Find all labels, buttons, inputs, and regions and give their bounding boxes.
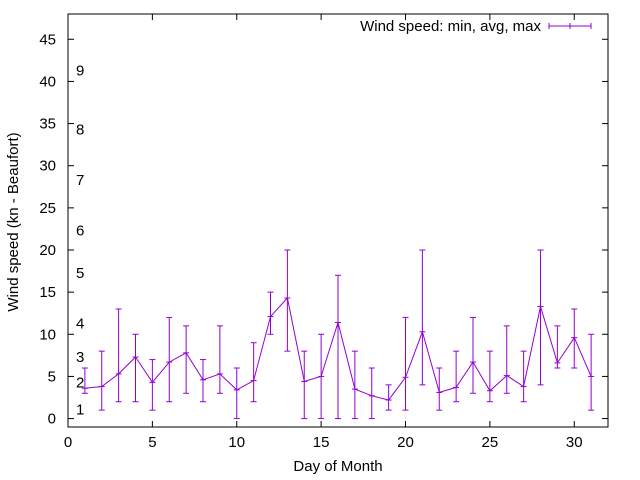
error-bar-day-20 [402,316,409,411]
y-tick-label: 10 [39,326,56,343]
y-axis-label: Wind speed (kn - Beaufort) [5,132,22,311]
y-tick-label: 35 [39,116,56,133]
x-axis-label: Day of Month [293,458,382,475]
error-bar-day-12 [267,291,274,335]
error-bar-day-28 [537,249,544,386]
error-bar-day-27 [520,350,527,403]
error-bar-day-5 [149,359,156,411]
beaufort-labels: 1 2 3 4 5 6 7 8 9 [76,62,84,418]
error-bar-day-25 [486,350,493,403]
error-bar-day-29 [554,325,561,369]
y-tick-label: 45 [39,31,56,48]
error-bar-day-16 [335,274,341,420]
y-tick-label: 15 [39,284,56,301]
error-bar-day-31 [588,333,595,411]
error-bar-day-24 [470,316,476,394]
legend-label: Wind speed: min, avg, max [360,18,541,35]
beaufort-label: 6 [76,223,84,240]
error-bar-day-11 [250,342,257,403]
error-bar-day-6 [166,316,173,403]
error-bar-day-18 [368,367,375,420]
plot-marks [81,249,595,420]
plot-frame [67,13,609,428]
beaufort-label: 2 [76,374,84,391]
x-tick-label: 30 [566,434,583,451]
y-tick-label: 0 [48,411,56,428]
error-bar-day-19 [385,384,392,411]
x-tick-label: 10 [228,434,245,451]
beaufort-label: 7 [76,172,84,189]
error-bar-day-8 [200,359,206,403]
legend: Wind speed: min, avg, max [360,18,592,35]
y-tick-label: 40 [39,73,56,90]
y-tick-label: 25 [39,200,56,217]
error-bar-day-26 [503,325,510,394]
x-tick-label: 25 [482,434,499,451]
error-bar-day-2 [98,350,105,411]
error-bar-day-22 [436,367,443,411]
y-tick-label: 30 [39,158,56,175]
error-bar-day-13 [284,249,291,352]
beaufort-label: 5 [76,265,84,282]
error-bar-day-1 [81,367,88,394]
beaufort-label: 9 [76,62,84,79]
error-bar-day-3 [115,308,122,403]
error-bar-day-9 [216,325,223,394]
beaufort-label: 1 [76,401,84,418]
x-tick-label: 20 [397,434,414,451]
y-tick-label: 20 [39,242,56,259]
beaufort-label: 3 [76,349,84,366]
error-bar-day-17 [351,350,358,420]
y-tick-label: 5 [48,368,56,385]
error-bar-day-7 [183,325,190,394]
beaufort-label: 8 [76,121,84,138]
error-bar-day-15 [318,333,325,420]
error-bar-day-30 [571,308,578,369]
error-bar-day-23 [453,350,460,403]
x-tick-label: 15 [313,434,330,451]
x-tick-label: 5 [148,434,156,451]
x-tick-label: 0 [64,434,72,451]
error-bar-day-21 [419,249,426,386]
error-bar-day-14 [301,350,308,420]
error-bar-day-10 [233,367,240,420]
error-bar-day-4 [132,333,139,403]
beaufort-label: 4 [76,315,84,332]
plot-border [67,13,609,428]
